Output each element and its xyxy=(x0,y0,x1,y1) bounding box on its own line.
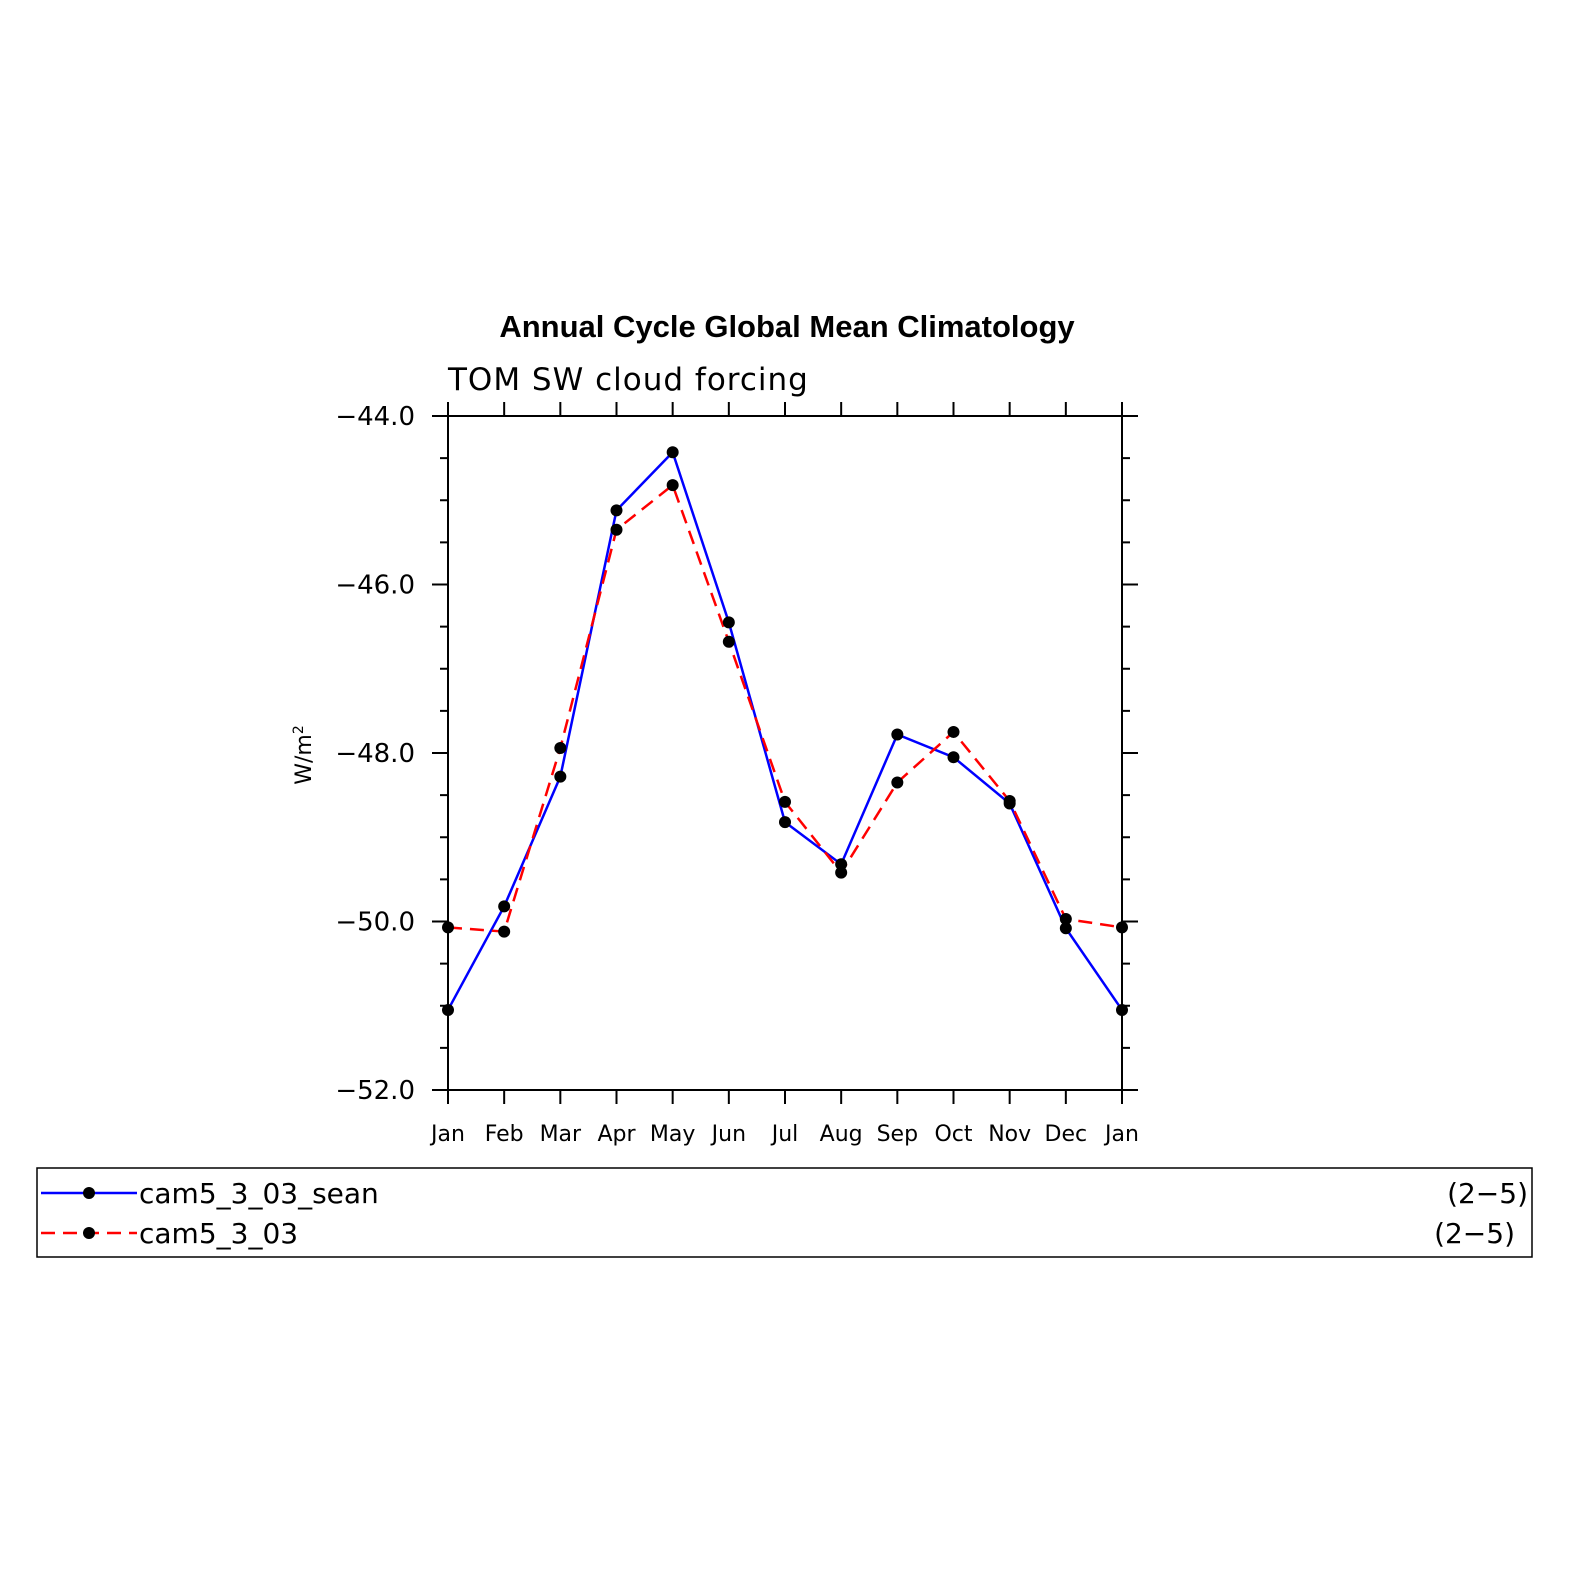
legend-marker-2 xyxy=(83,1227,95,1239)
series-2-point xyxy=(554,741,567,754)
series-2-point xyxy=(1059,912,1072,925)
series-2-point xyxy=(1116,921,1128,934)
legend-range-2: (2−5) xyxy=(1434,1217,1515,1250)
y-tick-label: −46.0 xyxy=(335,571,415,601)
series-1-point xyxy=(666,446,679,459)
series-2-point xyxy=(498,925,511,938)
y-tick-label: −48.0 xyxy=(335,739,415,769)
y-axis-label: W/m2 xyxy=(291,725,317,785)
series-1-point xyxy=(554,770,567,783)
series-2-point xyxy=(891,776,904,789)
chart-subtitle: TOM SW cloud forcing xyxy=(447,362,809,398)
series-1-point xyxy=(779,816,791,829)
chart-title: Annual Cycle Global Mean Climatology xyxy=(499,309,1075,344)
series-2-point xyxy=(666,479,679,492)
x-tick-label: Feb xyxy=(485,1122,524,1147)
x-tick-label: Jul xyxy=(770,1122,799,1147)
series-1-point xyxy=(442,1003,454,1016)
series-1-point xyxy=(947,751,960,764)
series-line-1 xyxy=(446,449,1124,1011)
series-1-point xyxy=(835,858,848,871)
x-tick-label: Nov xyxy=(988,1122,1031,1147)
legend-range-1: (2−5) xyxy=(1447,1177,1528,1210)
plot-frame xyxy=(447,415,1123,1091)
legend-box xyxy=(36,1167,1533,1258)
x-tick-label: Jan xyxy=(1103,1122,1139,1147)
x-tick-label: Jan xyxy=(429,1122,465,1147)
y-tick-label: −52.0 xyxy=(335,1076,415,1106)
legend-label-2: cam5_3_03 xyxy=(139,1217,298,1250)
series-2-point xyxy=(610,523,623,536)
series-2-point xyxy=(835,866,848,879)
legend: cam5_3_03_sean (2−5) cam5_3_03 (2−5) xyxy=(36,1167,1533,1258)
series-layer xyxy=(442,446,1128,1016)
series-2-point xyxy=(1003,795,1016,808)
x-tick-label: May xyxy=(650,1122,695,1147)
legend-marker-1 xyxy=(83,1187,95,1199)
x-tick-label: Sep xyxy=(877,1122,918,1147)
series-1-point xyxy=(1059,922,1072,935)
series-1-point xyxy=(1116,1003,1128,1016)
axes: Jan Feb Mar Apr May Jun Jul Aug Sep Oct Nov Dec Jan−… xyxy=(335,402,1139,1147)
series-1-point xyxy=(891,728,904,741)
y-tick-label: −50.0 xyxy=(335,908,415,938)
series-line-2 xyxy=(447,483,1123,933)
y-axis-label-base: W/m xyxy=(292,734,317,785)
series-1-point xyxy=(610,504,623,517)
series-2-point xyxy=(947,725,960,738)
x-tick-label: Apr xyxy=(597,1122,636,1147)
x-tick-label: Jun xyxy=(710,1122,746,1147)
x-tick-label: Dec xyxy=(1045,1122,1088,1147)
series-1-point xyxy=(498,900,511,913)
x-tick-label: Aug xyxy=(820,1122,863,1147)
series-2-point xyxy=(779,795,791,808)
series-2-point xyxy=(442,921,454,934)
y-tick-label: −44.0 xyxy=(335,402,415,432)
x-tick-label: Mar xyxy=(540,1122,582,1147)
legend-label-1: cam5_3_03_sean xyxy=(139,1177,379,1210)
x-tick-label: Oct xyxy=(934,1122,972,1147)
series-1-point xyxy=(722,616,735,629)
y-axis-label-superscript: 2 xyxy=(291,725,307,734)
series-2-point xyxy=(722,635,735,648)
